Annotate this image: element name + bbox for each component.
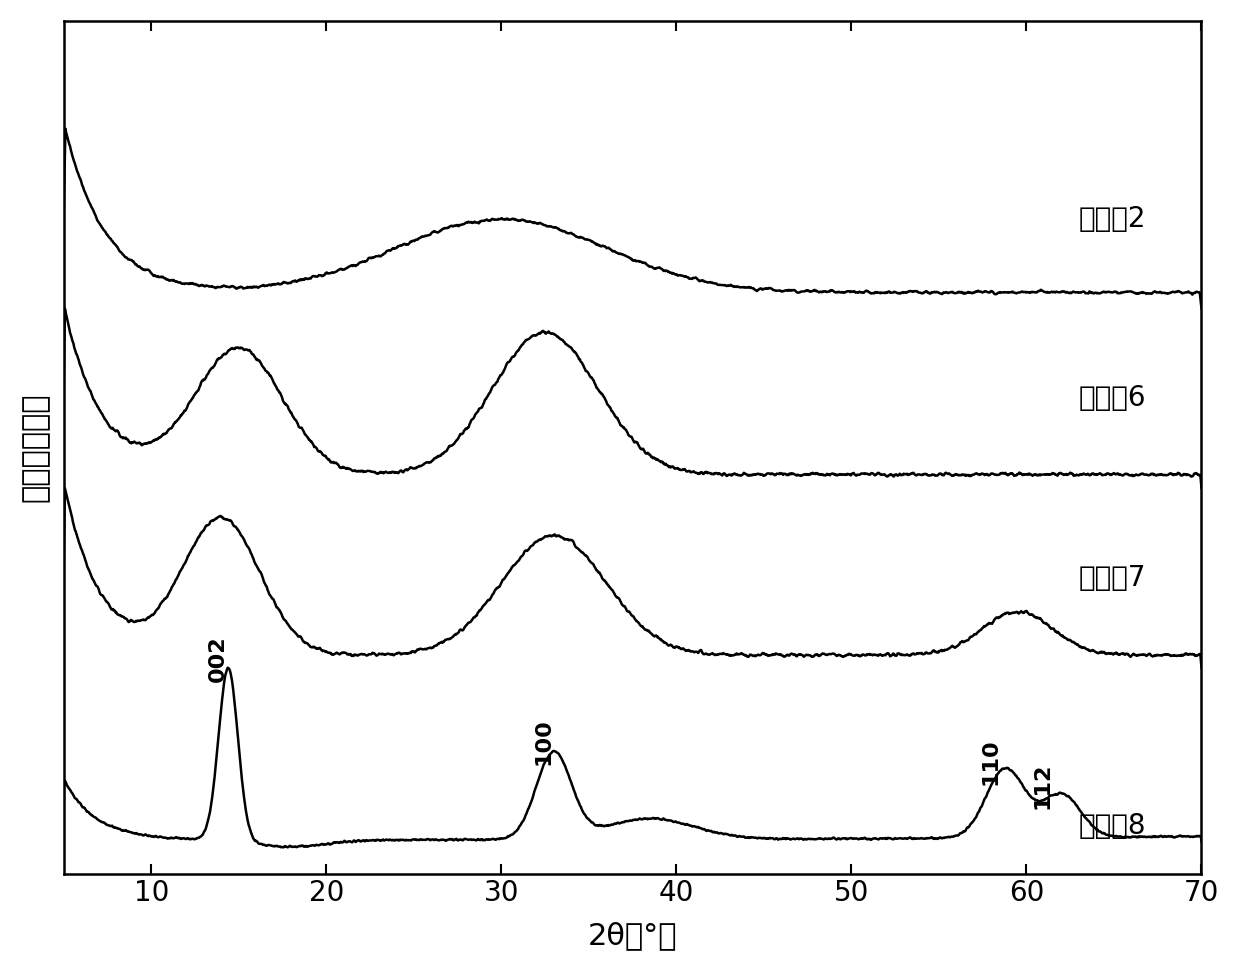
Text: 实施例2: 实施例2 xyxy=(1079,205,1147,232)
Text: 112: 112 xyxy=(1033,763,1053,810)
Text: 实施例6: 实施例6 xyxy=(1079,385,1147,413)
Text: 实施例7: 实施例7 xyxy=(1079,564,1147,592)
Text: 实施例8: 实施例8 xyxy=(1079,812,1147,840)
Text: 002: 002 xyxy=(208,636,228,683)
Y-axis label: 相对衡射强度: 相对衡射强度 xyxy=(21,393,50,502)
Text: 110: 110 xyxy=(980,739,1001,786)
X-axis label: 2θ（°）: 2θ（°） xyxy=(588,921,677,951)
Text: 100: 100 xyxy=(534,719,554,765)
